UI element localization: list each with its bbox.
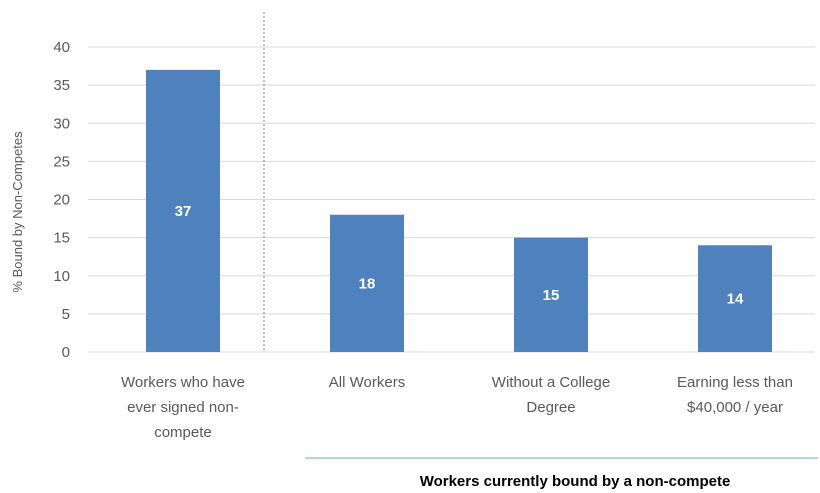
bar: [330, 214, 404, 352]
y-tick-label: 25: [53, 153, 70, 170]
bar-data-label: 15: [543, 287, 560, 304]
x-category-label-line: All Workers: [329, 374, 405, 391]
x-category-label-line: Earning less than: [677, 374, 793, 391]
bar-data-label: 14: [727, 291, 744, 308]
bar-data-labels: 37 18 15 14: [175, 203, 744, 308]
group-label: Workers currently bound by a non-compete: [420, 473, 731, 490]
bar-data-label: 18: [359, 275, 376, 292]
category-labels: Workers who have ever signed non-compete A…: [121, 374, 793, 441]
y-tick-label: 30: [53, 115, 70, 132]
x-category-label-line: compete: [154, 424, 212, 441]
x-category-label: Earning less than $40,000 / year: [677, 374, 793, 416]
x-category-label-line: $40,000 / year: [687, 399, 783, 416]
y-tick-label: 15: [53, 230, 70, 247]
x-category-label-line: Workers who have: [121, 374, 245, 391]
y-tick-label: 40: [53, 39, 70, 56]
y-tick-label: 5: [62, 306, 70, 323]
bar: [146, 69, 220, 352]
bars: [146, 69, 772, 352]
bar-data-label: 37: [175, 203, 192, 220]
bar: [514, 237, 588, 352]
y-tick-label: 35: [53, 77, 70, 94]
x-category-label: Workers who have ever signed non-compete: [121, 374, 245, 441]
x-category-label-line: Degree: [526, 399, 575, 416]
x-category-label: All Workers: [329, 374, 405, 391]
y-tick-label: 20: [53, 192, 70, 209]
x-category-label-line: ever signed non-: [127, 399, 239, 416]
y-tick-label: 0: [62, 344, 70, 361]
y-axis-title: % Bound by Non-Competes: [10, 131, 25, 293]
x-category-label-line: Without a College: [492, 374, 610, 391]
x-category-label: Without a College Degree: [492, 374, 610, 416]
y-axis-ticks: 0 5 10 15 20 25 30 35 40: [53, 39, 70, 361]
bar: [698, 245, 772, 352]
y-tick-label: 10: [53, 268, 70, 285]
